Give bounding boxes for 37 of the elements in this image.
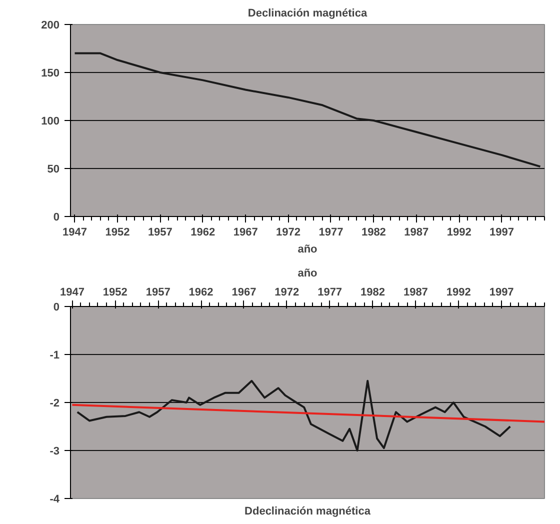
x-axis-title: año [298,268,318,280]
y-tick-label: 0 [53,302,60,314]
x-tick-label: 1957 [148,226,172,238]
x-tick-label: 1977 [318,286,342,298]
y-tick-label: 100 [41,116,60,128]
x-tick-label: 1952 [102,286,128,298]
x-tick-label: 1947 [62,226,88,238]
y-tick-label: -4 [50,494,60,506]
chart-title: Declinación magnética [248,8,368,20]
x-tick-label: 1967 [233,226,258,238]
y-tick-label: 50 [47,164,60,176]
x-tick-label: 1987 [404,226,429,238]
x-tick-label: 1997 [489,286,514,298]
x-tick-label: 1967 [232,286,256,298]
x-tick-label: 1982 [361,226,386,238]
x-tick-label: 1957 [146,286,170,298]
x-tick-label: 1992 [446,286,471,298]
x-tick-label: 1962 [188,286,214,298]
x-tick-label: 1987 [403,286,428,298]
y-tick-label: 0 [53,212,60,224]
y-tick-label: -1 [50,350,60,362]
line-series [74,52,542,168]
x-tick-label: 1982 [360,286,386,298]
y-tick-label: -2 [50,398,60,410]
x-tick-label: 1947 [60,286,84,298]
x-tick-label: 1962 [190,226,216,238]
x-tick-label: 1997 [490,226,514,238]
x-tick-label: 1972 [274,286,300,298]
y-tick-label: 200 [41,20,60,32]
x-tick-label: 1992 [446,226,472,238]
x-tick-label: 1977 [318,226,344,238]
y-tick-label: 150 [41,68,60,80]
x-axis-title: año [298,244,318,256]
x-tick-label: 1972 [276,226,301,238]
text: Ddeclinación magnética [244,506,372,518]
x-tick-label: 1952 [105,226,130,238]
y-tick-label: -3 [50,446,60,458]
